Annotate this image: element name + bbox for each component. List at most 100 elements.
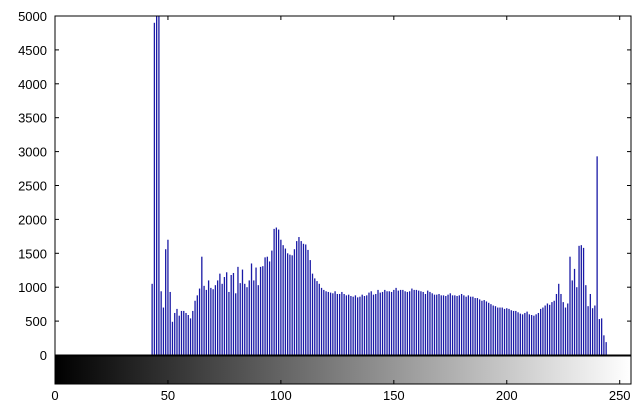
histogram-bar bbox=[230, 275, 232, 355]
y-tick-label: 3000 bbox=[18, 145, 47, 160]
histogram-bar bbox=[427, 290, 429, 355]
histogram-bar bbox=[352, 296, 354, 355]
y-tick-label: 5000 bbox=[18, 9, 47, 24]
grayscale-colorbar bbox=[54, 355, 632, 385]
histogram-bar bbox=[506, 308, 508, 355]
histogram-bar bbox=[169, 291, 171, 355]
histogram-bar bbox=[316, 281, 318, 355]
histogram-bar bbox=[580, 245, 582, 355]
histogram-bar bbox=[363, 296, 366, 355]
histogram-bar bbox=[219, 273, 221, 355]
histogram-bar bbox=[180, 310, 183, 355]
histogram-bar bbox=[542, 307, 544, 355]
histogram-bar bbox=[158, 16, 160, 355]
histogram-bar bbox=[348, 294, 350, 355]
histogram-bar bbox=[524, 312, 526, 355]
histogram-bar bbox=[223, 277, 226, 355]
histogram-bar bbox=[397, 290, 399, 355]
histogram-bar bbox=[521, 314, 524, 355]
y-tick-label: 4000 bbox=[18, 77, 47, 92]
histogram-bar bbox=[571, 280, 573, 355]
histogram-bar bbox=[499, 307, 501, 355]
histogram-bar bbox=[479, 299, 481, 355]
histogram-bar bbox=[287, 253, 289, 355]
histogram-bar bbox=[440, 295, 442, 355]
histogram-bar bbox=[433, 294, 436, 355]
histogram-bar bbox=[205, 289, 207, 355]
histogram-bar bbox=[512, 310, 515, 355]
histogram-bar bbox=[162, 307, 165, 355]
histogram-bar bbox=[375, 293, 377, 355]
histogram-bar bbox=[248, 280, 250, 355]
histogram-bar bbox=[587, 306, 589, 355]
histogram-bar bbox=[370, 291, 372, 355]
histogram-bar bbox=[228, 291, 230, 355]
histogram-bar bbox=[232, 272, 235, 355]
histogram-bar bbox=[560, 293, 562, 355]
y-tick-label: 3500 bbox=[18, 111, 47, 126]
histogram-bar bbox=[528, 314, 530, 355]
histogram-bar bbox=[189, 318, 192, 355]
histogram-bar bbox=[578, 245, 580, 355]
histogram-bar bbox=[338, 293, 341, 355]
histogram-bar bbox=[268, 261, 271, 355]
histogram-bar bbox=[377, 289, 379, 355]
histogram-bar bbox=[255, 267, 257, 355]
histogram-bar bbox=[368, 292, 370, 355]
histogram-bar bbox=[388, 291, 390, 355]
histogram-bar bbox=[282, 245, 284, 355]
y-tick-label: 2000 bbox=[18, 212, 47, 227]
histogram-bar bbox=[551, 302, 553, 355]
histogram-bar bbox=[160, 291, 162, 355]
histogram-bar bbox=[273, 228, 275, 355]
histogram-bar bbox=[300, 241, 302, 355]
x-tick-label: 200 bbox=[496, 388, 518, 403]
histogram-bar bbox=[307, 249, 309, 355]
histogram-bar bbox=[540, 308, 542, 355]
y-tick-label: 1500 bbox=[18, 246, 47, 261]
histogram-bar bbox=[253, 280, 255, 355]
histogram-bar bbox=[474, 298, 476, 355]
histogram-bar bbox=[235, 293, 237, 355]
colorbar-gradient bbox=[55, 356, 631, 384]
histogram-bar bbox=[201, 256, 203, 355]
histogram-bar bbox=[420, 291, 422, 355]
histogram-bar bbox=[379, 292, 381, 355]
histogram-bar bbox=[429, 291, 431, 355]
histogram-bar bbox=[386, 291, 388, 355]
histogram-bar bbox=[463, 295, 465, 355]
histogram-bar bbox=[357, 297, 359, 355]
axes-frame bbox=[54, 15, 632, 356]
histogram-bar bbox=[329, 292, 332, 355]
histogram-bar bbox=[151, 283, 153, 355]
histogram-bar bbox=[176, 308, 178, 355]
histogram-bar bbox=[239, 283, 241, 355]
histogram-bar bbox=[485, 301, 488, 355]
histogram-bar bbox=[445, 296, 447, 355]
histogram-bar bbox=[361, 294, 363, 355]
histogram-bar bbox=[510, 310, 512, 355]
histogram-bar bbox=[594, 305, 596, 355]
histogram-bar bbox=[469, 296, 472, 355]
histogram-bar bbox=[289, 254, 291, 355]
histogram-bar bbox=[483, 300, 485, 355]
histogram-bar bbox=[564, 307, 567, 355]
histogram-bar bbox=[284, 248, 287, 355]
histogram-bar bbox=[488, 302, 490, 355]
histogram-bar bbox=[600, 318, 603, 355]
histogram-bar bbox=[465, 296, 467, 355]
histogram-bar bbox=[451, 295, 454, 355]
x-tick-label: 0 bbox=[51, 388, 58, 403]
histogram-bar bbox=[354, 295, 357, 355]
histogram-bar bbox=[384, 289, 386, 355]
x-tick-label: 250 bbox=[609, 388, 631, 403]
histogram-bar bbox=[467, 295, 470, 355]
histogram-bar bbox=[343, 293, 345, 355]
histogram-bar bbox=[503, 308, 506, 355]
histogram-bar bbox=[345, 295, 348, 355]
histogram-bar bbox=[325, 291, 327, 355]
histogram-bar bbox=[293, 249, 296, 355]
histogram-bar bbox=[262, 266, 264, 355]
histogram-bar bbox=[415, 289, 418, 355]
histogram-bar bbox=[447, 294, 449, 355]
